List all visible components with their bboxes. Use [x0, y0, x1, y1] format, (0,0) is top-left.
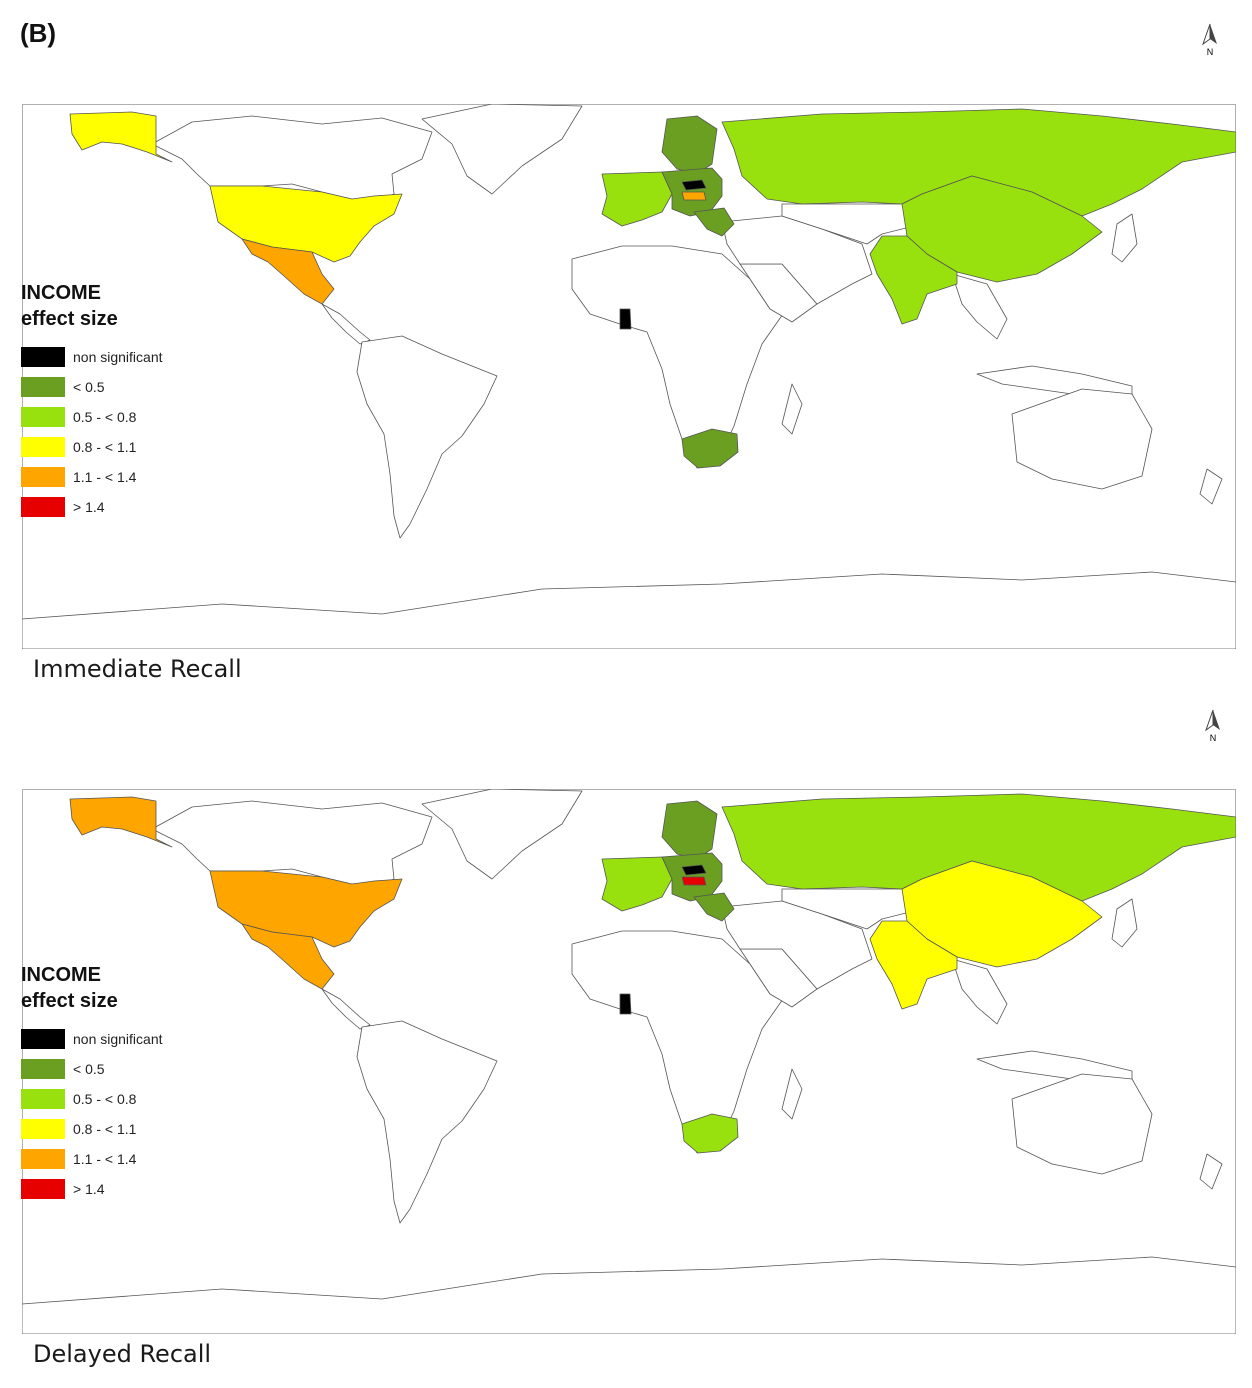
country-scandinavia [661, 800, 718, 860]
legend-swatch [21, 407, 65, 427]
legend-item: non significant [21, 1024, 241, 1054]
world-map-immediate-recall [22, 104, 1236, 649]
legend: INCOME effect size non significant < 0.5 0… [21, 280, 241, 522]
north-arrow-icon: N [1202, 708, 1224, 744]
legend-item: < 0.5 [21, 1054, 241, 1084]
legend-item: 0.8 - < 1.1 [21, 432, 241, 462]
country-australia [1011, 1073, 1153, 1175]
legend-item: > 1.4 [21, 492, 241, 522]
legend-swatch [21, 1089, 65, 1109]
legend: INCOME effect size non significant < 0.5 0… [21, 962, 241, 1204]
country-austria [681, 876, 707, 886]
legend-label: 1.1 - < 1.4 [73, 469, 137, 485]
legend-swatch [21, 1149, 65, 1169]
country-usa [209, 870, 403, 948]
country-japan [1111, 213, 1138, 263]
legend-subtitle: effect size [21, 990, 118, 1012]
legend-label: 0.5 - < 0.8 [73, 409, 137, 425]
country-central-am [321, 303, 371, 345]
legend-label: 0.8 - < 1.1 [73, 439, 137, 455]
north-label: N [1207, 47, 1214, 57]
legend-swatch [21, 467, 65, 487]
country-greenland [421, 104, 583, 195]
legend-item: > 1.4 [21, 1174, 241, 1204]
country-western-europe [601, 171, 673, 227]
country-balkans [693, 892, 735, 922]
country-czech [681, 864, 707, 876]
legend-item: < 0.5 [21, 372, 241, 402]
country-central-am [321, 988, 371, 1030]
country-south-am [356, 1020, 498, 1224]
legend-item: 0.5 - < 0.8 [21, 1084, 241, 1114]
world-map-delayed-recall [22, 789, 1236, 1334]
country-balkans [693, 207, 735, 237]
legend-subtitle: effect size [21, 308, 118, 330]
country-scandinavia [661, 115, 718, 175]
legend-swatch [21, 497, 65, 517]
legend-label: < 0.5 [73, 1061, 105, 1077]
country-indonesia [976, 365, 1133, 397]
legend-swatch [21, 377, 65, 397]
country-south-africa [681, 428, 739, 469]
country-austria [681, 191, 707, 201]
legend-label: 0.8 - < 1.1 [73, 1121, 137, 1137]
country-india [869, 920, 958, 1010]
country-se-asia [951, 273, 1008, 340]
legend-item: 0.5 - < 0.8 [21, 402, 241, 432]
country-canada [151, 115, 433, 205]
country-canada [151, 800, 433, 890]
country-czech [681, 179, 707, 191]
legend-item: non significant [21, 342, 241, 372]
legend-title: INCOME [21, 964, 101, 986]
country-india [869, 235, 958, 325]
country-indonesia [976, 1050, 1133, 1082]
legend-items: non significant < 0.5 0.5 - < 0.8 0.8 - < 1… [21, 342, 241, 522]
legend-items: non significant < 0.5 0.5 - < 0.8 0.8 - < 1… [21, 1024, 241, 1204]
country-nz [1199, 468, 1223, 505]
north-label: N [1210, 733, 1217, 743]
country-japan [1111, 898, 1138, 948]
country-alaska [69, 111, 173, 163]
country-south-am [356, 335, 498, 539]
country-usa [209, 185, 403, 263]
legend-swatch [21, 1119, 65, 1139]
country-madagascar [781, 383, 803, 435]
legend-item: 1.1 - < 1.4 [21, 462, 241, 492]
north-arrow-icon: N [1199, 22, 1221, 58]
legend-label: 1.1 - < 1.4 [73, 1151, 137, 1167]
country-russia [721, 793, 1236, 902]
legend-label: > 1.4 [73, 1181, 105, 1197]
legend-label: > 1.4 [73, 499, 105, 515]
legend-swatch [21, 1029, 65, 1049]
legend-label: non significant [73, 1031, 163, 1047]
country-alaska [69, 796, 173, 848]
country-madagascar [781, 1068, 803, 1120]
country-se-asia [951, 958, 1008, 1025]
country-south-africa [681, 1113, 739, 1154]
legend-swatch [21, 437, 65, 457]
legend-label: < 0.5 [73, 379, 105, 395]
legend-swatch [21, 1179, 65, 1199]
country-australia [1011, 388, 1153, 490]
map-caption-delayed: Delayed Recall [33, 1340, 212, 1368]
legend-item: 1.1 - < 1.4 [21, 1144, 241, 1174]
panel-label: (B) [20, 18, 57, 48]
country-nz [1199, 1153, 1223, 1190]
legend-title: INCOME [21, 282, 101, 304]
country-greenland [421, 789, 583, 880]
legend-label: 0.5 - < 0.8 [73, 1091, 137, 1107]
legend-item: 0.8 - < 1.1 [21, 1114, 241, 1144]
map-caption-immediate: Immediate Recall [33, 655, 242, 683]
country-ghana [619, 993, 632, 1015]
country-ghana [619, 308, 632, 330]
country-antarctica [22, 571, 1236, 649]
country-western-europe [601, 856, 673, 912]
country-russia [721, 108, 1236, 217]
legend-swatch [21, 347, 65, 367]
legend-label: non significant [73, 349, 163, 365]
legend-swatch [21, 1059, 65, 1079]
country-antarctica [22, 1256, 1236, 1334]
